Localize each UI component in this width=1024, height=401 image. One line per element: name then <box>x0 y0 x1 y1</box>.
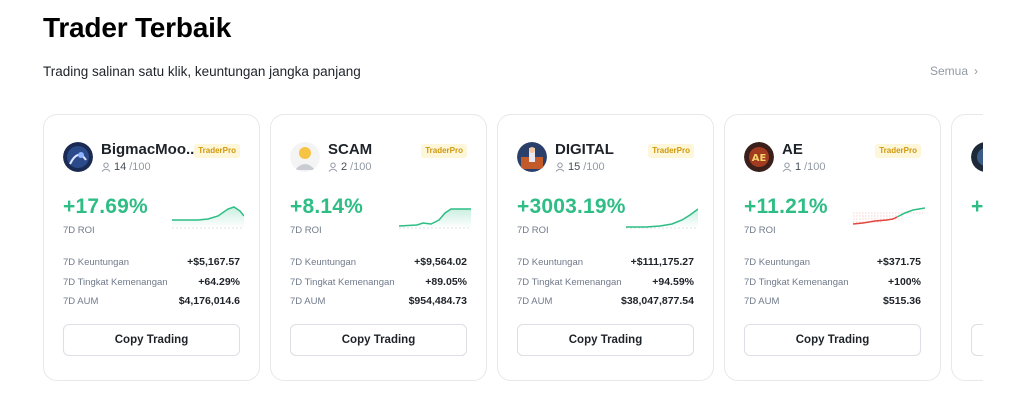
roi-label: 7D ROI <box>290 225 322 236</box>
user-icon <box>328 162 338 172</box>
copier-max: /100 <box>129 161 151 173</box>
stat-label: 7D AUM <box>63 296 99 307</box>
roi-label: 7D ROI <box>744 225 776 236</box>
page-title: Trader Terbaik <box>43 12 232 43</box>
user-icon <box>555 162 565 172</box>
stat-label: 7D Tingkat Kemenangan <box>517 277 622 288</box>
trader-card[interactable]: SCAM 2/100 TraderPro +8.14% 7D ROI 7D Ke… <box>270 114 487 381</box>
roi-sparkline <box>853 207 925 225</box>
roi-value: +8.14% <box>290 195 364 218</box>
copy-trading-button[interactable]: Copy Trading <box>744 324 921 356</box>
copier-count: 15/100 <box>555 161 605 173</box>
trader-name[interactable]: DIGITAL <box>555 141 614 158</box>
roi-label: 7D ROI <box>63 225 95 236</box>
traderpro-badge: TraderPro <box>875 144 921 158</box>
stat-value: +$111,175.27 <box>630 256 694 268</box>
stat-label: 7D Keuntungan <box>63 257 130 268</box>
trader-card[interactable]: DIGITAL 15/100 TraderPro +3003.19% 7D RO… <box>497 114 714 381</box>
copier-count: 2/100 <box>328 161 372 173</box>
roi-sparkline <box>172 206 244 229</box>
copier-max: /100 <box>583 161 605 173</box>
roi-sparkline <box>399 208 471 229</box>
copier-current: 14 <box>114 161 127 173</box>
user-icon <box>782 162 792 172</box>
stat-label: 7D Tingkat Kemenangan <box>290 277 395 288</box>
user-icon <box>101 162 111 172</box>
trader-avatar <box>290 142 320 172</box>
svg-text:AE: AE <box>752 153 767 164</box>
trader-name[interactable]: AE <box>782 141 803 158</box>
traderpro-badge: TraderPro <box>421 144 467 158</box>
stat-label: 7D Keuntungan <box>744 257 811 268</box>
stat-value: $954,484.73 <box>408 295 467 307</box>
stat-value: +$371.75 <box>876 256 921 268</box>
traderpro-badge: TraderPro <box>648 144 694 158</box>
roi-value: +3003.19% <box>517 195 626 218</box>
roi-sparkline <box>626 208 698 229</box>
copy-trading-button[interactable]: Copy Trading <box>63 324 240 356</box>
see-all-label: Semua <box>929 64 968 78</box>
stat-label: 7D Tingkat Kemenangan <box>63 277 168 288</box>
trader-carousel: BigmacMoo... 14/100 TraderPro +17.69% 7D… <box>43 114 983 382</box>
stat-value: $515.36 <box>883 295 921 307</box>
roi-value: +17.69% <box>63 195 148 218</box>
stat-value: $38,047,877.54 <box>621 295 694 307</box>
page-subtitle: Trading salinan satu klik, keuntungan ja… <box>43 64 361 79</box>
see-all-link[interactable]: Semua › <box>930 64 978 78</box>
stat-value: $4,176,014.6 <box>178 295 240 307</box>
trader-card[interactable]: + <box>951 114 983 381</box>
stat-value: +89.05% <box>425 276 467 288</box>
copier-current: 1 <box>795 161 802 173</box>
trader-card[interactable]: BigmacMoo... 14/100 TraderPro +17.69% 7D… <box>43 114 260 381</box>
trader-card[interactable]: AE AE 1/100 TraderPro +11.21% 7D ROI 7D … <box>724 114 941 381</box>
roi-label: 7D ROI <box>517 225 549 236</box>
trader-avatar <box>517 142 547 172</box>
stat-label: 7D AUM <box>744 296 780 307</box>
stat-label: 7D Tingkat Kemenangan <box>744 277 849 288</box>
trader-avatar <box>63 142 93 172</box>
stat-value: +94.59% <box>652 276 694 288</box>
copier-max: /100 <box>804 161 826 173</box>
stat-value: +$9,564.02 <box>414 256 467 268</box>
stat-value: +$5,167.57 <box>187 256 240 268</box>
copier-count: 14/100 <box>101 161 151 173</box>
traderpro-badge: TraderPro <box>194 144 240 158</box>
copier-max: /100 <box>350 161 372 173</box>
roi-value: +11.21% <box>744 195 828 218</box>
trader-avatar <box>971 142 983 172</box>
copy-trading-button[interactable]: Copy Trading <box>517 324 694 356</box>
trader-name[interactable]: BigmacMoo... <box>101 141 199 158</box>
stat-label: 7D AUM <box>517 296 553 307</box>
copier-current: 15 <box>568 161 581 173</box>
stat-value: +100% <box>888 276 921 288</box>
trader-name[interactable]: SCAM <box>328 141 373 158</box>
stat-value: +64.29% <box>198 276 240 288</box>
copier-count: 1/100 <box>782 161 826 173</box>
chevron-right-icon: › <box>974 64 978 78</box>
copier-current: 2 <box>341 161 348 173</box>
copy-trading-button[interactable] <box>971 324 983 356</box>
roi-value: + <box>971 195 983 218</box>
copy-trading-button[interactable]: Copy Trading <box>290 324 467 356</box>
stat-label: 7D Keuntungan <box>517 257 584 268</box>
stat-label: 7D Keuntungan <box>290 257 357 268</box>
trader-avatar: AE <box>744 142 774 172</box>
stat-label: 7D AUM <box>290 296 326 307</box>
